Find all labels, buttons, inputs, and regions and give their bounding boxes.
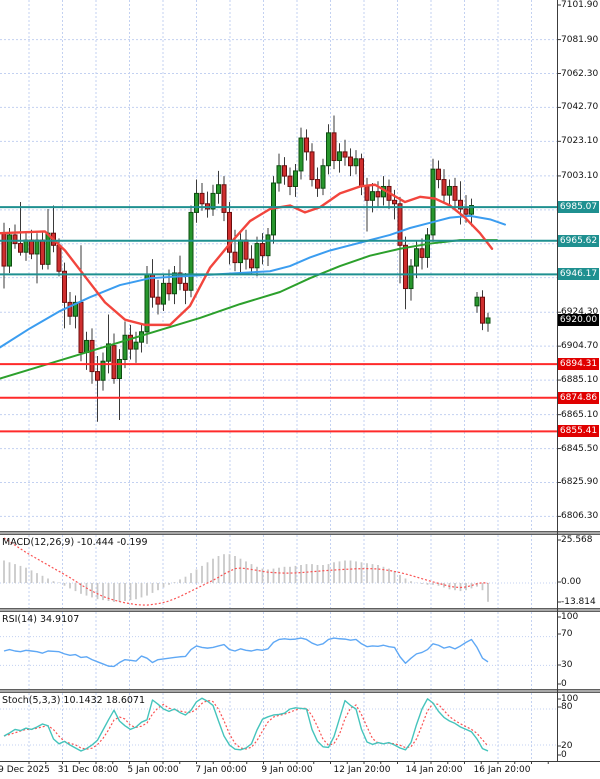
indicator-axis-label: 0: [561, 750, 567, 760]
time-axis-label: 5 Jan 00:00: [127, 765, 179, 775]
price-axis-label: 6865.10: [561, 409, 599, 420]
time-axis-label: 12 Jan 20:00: [333, 765, 391, 775]
support-level-badge: 6874.86: [558, 391, 599, 404]
price-axis-label: 7042.70: [561, 102, 599, 113]
indicator-axis-label: 0.00: [561, 577, 582, 587]
rsi-indicator-label: RSI(14) 34.9107: [2, 614, 80, 625]
price-axis-label: 6904.70: [561, 341, 599, 352]
indicator-axis-label: 0: [561, 679, 567, 689]
indicator-axis-label: 25.568: [561, 535, 593, 545]
price-axis-label: 7062.30: [561, 68, 599, 79]
price-axis-label: 6924.30: [561, 307, 599, 318]
time-axis-label: 9 Jan 00:00: [261, 765, 313, 775]
current-price-badge: 6920.00: [558, 313, 599, 326]
resistance-level-badge: 6946.17: [558, 268, 599, 281]
price-axis-label: 6825.90: [561, 477, 599, 488]
support-level-badge: 6855.41: [558, 425, 599, 438]
price-axis-label: 7101.90: [561, 0, 599, 10]
indicator-axis-label: 70: [561, 629, 573, 639]
price-axis-label: 6845.50: [561, 443, 599, 454]
resistance-level-badge: 6985.07: [558, 201, 599, 214]
time-axis-label: 16 Jan 20:00: [473, 765, 531, 775]
price-axis-label: 7023.10: [561, 136, 599, 147]
indicator-axis-label: 100: [561, 612, 579, 622]
support-level-badge: 6894.31: [558, 358, 599, 371]
time-axis-label: 14 Jan 20:00: [405, 765, 463, 775]
indicator-axis-label: 100: [561, 694, 579, 704]
price-axis-label: 6806.30: [561, 511, 599, 522]
macd-indicator-label: MACD(12,26,9) -10.444 -0.199: [2, 537, 148, 548]
price-axis-label: 6885.10: [561, 375, 599, 386]
time-axis-label: 9 Dec 2025: [0, 765, 50, 775]
price-axis-label: 7003.10: [561, 170, 599, 181]
price-axis-label: 7081.90: [561, 34, 599, 45]
time-axis-label: 7 Jan 00:00: [195, 765, 247, 775]
indicator-axis-label: 30: [561, 660, 573, 670]
indicator-axis-label: 80: [561, 702, 573, 712]
time-axis-label: 31 Dec 08:00: [57, 765, 119, 775]
stoch-indicator-label: Stoch(5,3,3) 10.1432 18.6071: [2, 695, 146, 706]
indicator-axis-label: -13.814: [561, 597, 596, 607]
resistance-level-badge: 6965.62: [558, 234, 599, 247]
indicator-axis-label: 20: [561, 741, 573, 751]
